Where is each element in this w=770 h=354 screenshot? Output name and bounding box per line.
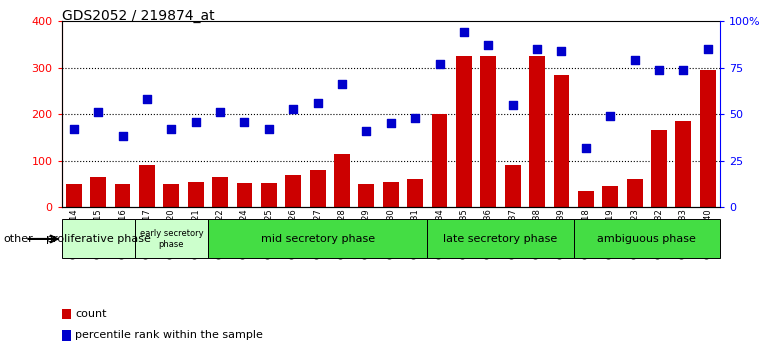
Bar xyxy=(529,56,545,207)
Text: GDS2052 / 219874_at: GDS2052 / 219874_at xyxy=(62,9,214,23)
Point xyxy=(409,115,421,121)
Bar xyxy=(163,184,179,207)
Bar xyxy=(286,175,301,207)
Point xyxy=(604,113,616,119)
Bar xyxy=(651,130,667,207)
Point xyxy=(653,67,665,73)
Bar xyxy=(334,154,350,207)
Point xyxy=(677,67,689,73)
Bar xyxy=(236,183,253,207)
Point xyxy=(287,106,300,112)
Text: other: other xyxy=(4,234,34,244)
Bar xyxy=(383,182,399,207)
Point xyxy=(189,119,202,125)
Bar xyxy=(359,184,374,207)
Bar xyxy=(62,330,71,341)
Point xyxy=(701,46,714,52)
Bar xyxy=(427,219,574,258)
Point xyxy=(555,48,567,54)
Point xyxy=(214,109,226,115)
Point xyxy=(311,100,323,106)
Bar xyxy=(432,114,447,207)
Point xyxy=(482,42,494,48)
Point xyxy=(507,102,519,108)
Point xyxy=(336,81,348,87)
Point xyxy=(531,46,543,52)
Point xyxy=(92,109,104,115)
Bar xyxy=(208,219,427,258)
Bar xyxy=(115,184,130,207)
Bar xyxy=(310,170,326,207)
Bar xyxy=(66,184,82,207)
Text: early secretory
phase: early secretory phase xyxy=(139,229,203,249)
Bar xyxy=(505,165,521,207)
Bar xyxy=(407,179,423,207)
Bar xyxy=(62,219,135,258)
Text: percentile rank within the sample: percentile rank within the sample xyxy=(75,330,263,340)
Point xyxy=(263,126,275,132)
Bar xyxy=(90,177,106,207)
Bar xyxy=(627,179,642,207)
Point xyxy=(116,133,129,139)
Point xyxy=(165,126,177,132)
Bar xyxy=(574,219,720,258)
Bar xyxy=(578,191,594,207)
Bar xyxy=(675,121,691,207)
Bar xyxy=(62,309,71,319)
Point xyxy=(68,126,80,132)
Point xyxy=(457,29,470,35)
Text: proliferative phase: proliferative phase xyxy=(45,234,151,244)
Text: late secretory phase: late secretory phase xyxy=(444,234,557,244)
Point xyxy=(434,61,446,67)
Point xyxy=(628,57,641,63)
Bar xyxy=(700,70,715,207)
Point xyxy=(141,96,153,102)
Bar xyxy=(602,186,618,207)
Point xyxy=(238,119,250,125)
Point xyxy=(384,121,397,126)
Point xyxy=(580,145,592,150)
Bar xyxy=(554,75,569,207)
Text: count: count xyxy=(75,309,107,319)
Text: mid secretory phase: mid secretory phase xyxy=(260,234,375,244)
Bar xyxy=(261,183,276,207)
Bar xyxy=(139,165,155,207)
Bar xyxy=(480,56,496,207)
Bar xyxy=(213,177,228,207)
Bar xyxy=(456,56,472,207)
Bar xyxy=(135,219,208,258)
Point xyxy=(360,128,373,134)
Text: ambiguous phase: ambiguous phase xyxy=(598,234,696,244)
Bar xyxy=(188,182,203,207)
